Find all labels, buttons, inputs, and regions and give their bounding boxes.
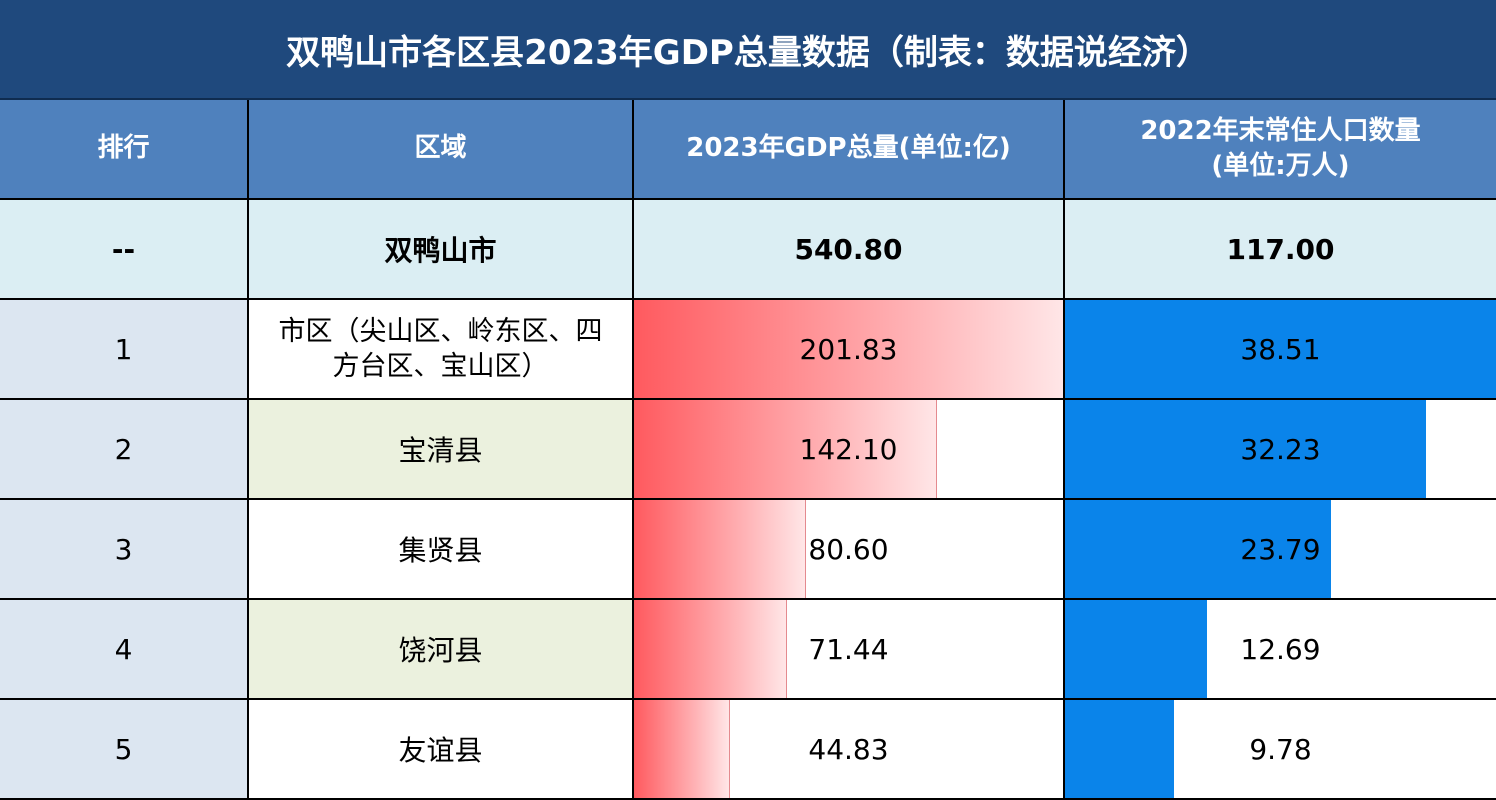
row-region: 集贤县: [249, 500, 634, 600]
population-value-label: 38.51: [1240, 332, 1321, 366]
population-bar: [1065, 500, 1332, 598]
row-region: 友谊县: [249, 700, 634, 800]
population-bar: [1065, 600, 1208, 698]
gdp-bar: [634, 700, 731, 798]
population-value-label: 9.78: [1249, 732, 1312, 766]
header-region: 区域: [249, 100, 634, 200]
row-rank: 3: [0, 500, 249, 600]
row-gdp-cell: 44.83: [634, 700, 1065, 800]
population-bar: [1065, 400, 1426, 498]
row-population-cell: 23.79: [1065, 500, 1496, 600]
population-bar: [1065, 300, 1496, 398]
row-region: 市区（尖山区、岭东区、四 方台区、宝山区）: [249, 300, 634, 400]
gdp-bar: [634, 400, 938, 498]
population-value-label: 23.79: [1240, 532, 1321, 566]
population-value-label: 32.23: [1240, 432, 1321, 466]
row-population-cell: 32.23: [1065, 400, 1496, 500]
header-row: 排行 区域 2023年GDP总量(单位:亿) 2022年末常住人口数量 (单位:…: [0, 100, 1496, 200]
row-rank: 4: [0, 600, 249, 700]
header-population-line1: 2022年末常住人口数量: [1140, 115, 1421, 146]
gdp-value-label: 201.83: [799, 332, 898, 366]
gdp-bar: [634, 600, 787, 698]
gdp-value-label: 71.44: [808, 632, 889, 666]
row-gdp-cell: 80.60: [634, 500, 1065, 600]
row-rank: 1: [0, 300, 249, 400]
total-gdp: 540.80: [634, 200, 1065, 300]
row-population-cell: 12.69: [1065, 600, 1496, 700]
population-value-label: 12.69: [1240, 632, 1321, 666]
row-region-line1: 市区（尖山区、岭东区、四: [278, 315, 603, 347]
gdp-value-label: 142.10: [799, 432, 898, 466]
table-row: 2 宝清县 142.10 32.23: [0, 400, 1496, 500]
header-rank: 排行: [0, 100, 249, 200]
gdp-bar: [634, 500, 807, 598]
population-bar: [1065, 700, 1175, 798]
row-rank: 2: [0, 400, 249, 500]
header-population: 2022年末常住人口数量 (单位:万人): [1065, 100, 1496, 200]
table-row: 5 友谊县 44.83 9.78: [0, 700, 1496, 800]
table-row: 3 集贤县 80.60 23.79: [0, 500, 1496, 600]
total-population: 117.00: [1065, 200, 1496, 300]
row-gdp-cell: 201.83: [634, 300, 1065, 400]
header-gdp: 2023年GDP总量(单位:亿): [634, 100, 1065, 200]
row-gdp-cell: 142.10: [634, 400, 1065, 500]
header-population-line2: (单位:万人): [1211, 151, 1350, 181]
row-region: 饶河县: [249, 600, 634, 700]
table-row: 4 饶河县 71.44 12.69: [0, 600, 1496, 700]
row-region: 宝清县: [249, 400, 634, 500]
total-rank: --: [0, 200, 249, 300]
gdp-bar: [634, 300, 1063, 398]
row-population-cell: 38.51: [1065, 300, 1496, 400]
row-region-line2: 方台区、宝山区）: [332, 351, 549, 382]
total-row: -- 双鸭山市 540.80 117.00: [0, 200, 1496, 300]
table-row: 1 市区（尖山区、岭东区、四 方台区、宝山区） 201.83 38.51: [0, 300, 1496, 400]
gdp-value-label: 44.83: [808, 732, 889, 766]
row-population-cell: 9.78: [1065, 700, 1496, 800]
row-rank: 5: [0, 700, 249, 800]
total-region: 双鸭山市: [249, 200, 634, 300]
row-gdp-cell: 71.44: [634, 600, 1065, 700]
gdp-value-label: 80.60: [808, 532, 889, 566]
table-title: 双鸭山市各区县2023年GDP总量数据（制表：数据说经济）: [0, 0, 1496, 100]
